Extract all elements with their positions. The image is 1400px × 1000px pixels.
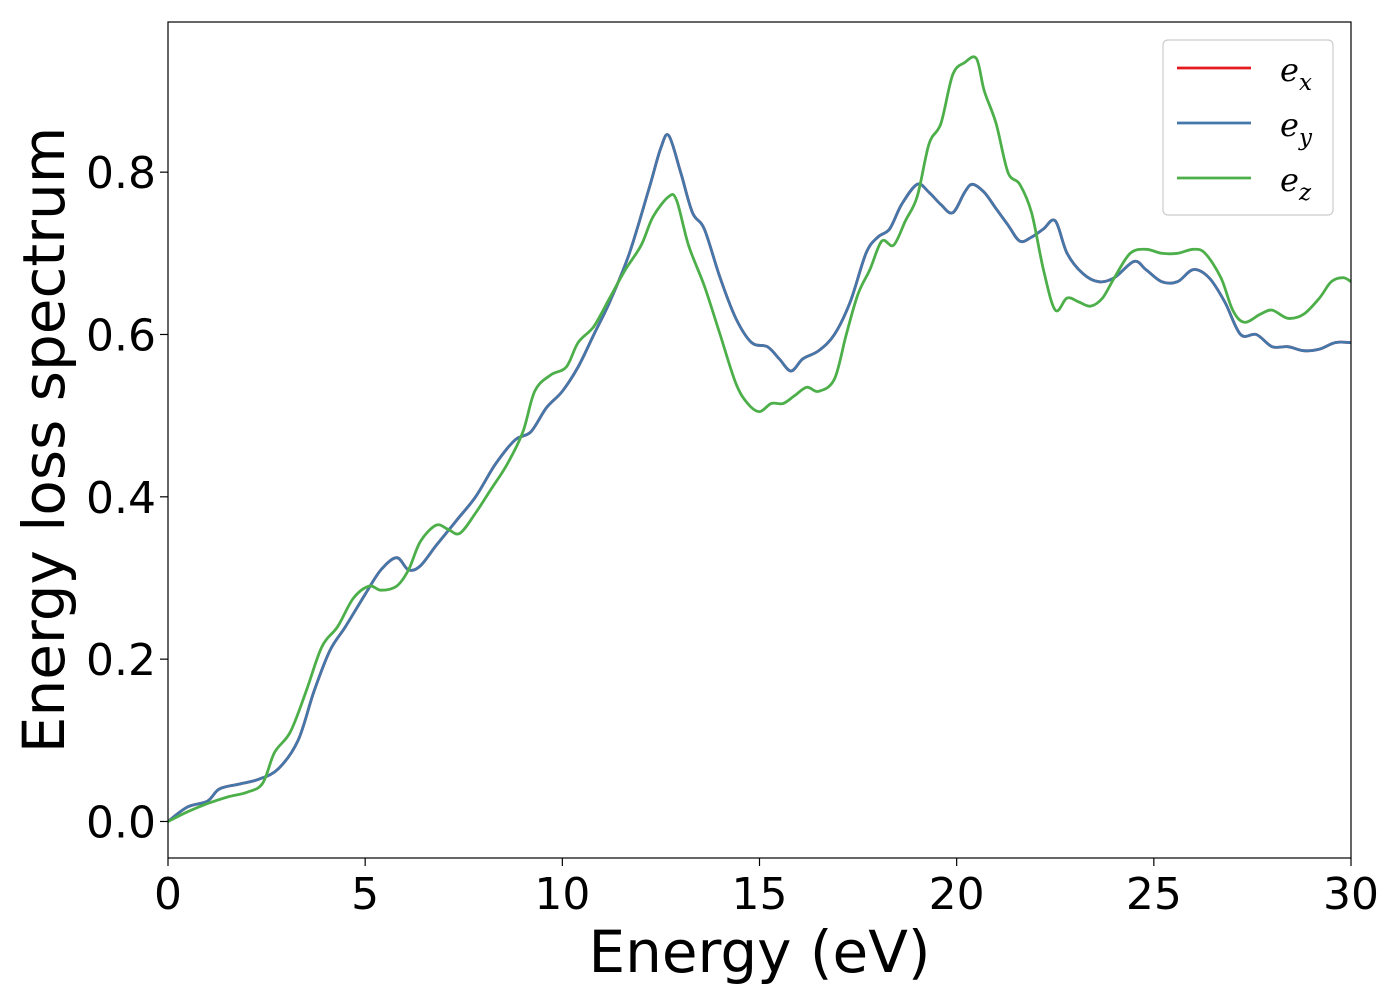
x-tick-label: 10 [534,869,590,920]
series-line-y [168,133,1351,823]
y-tick-label: 0.4 [86,473,156,524]
series-layer [168,55,1351,823]
y-tick-label: 0.2 [86,635,156,686]
series-line-z [168,55,1351,823]
legend-label-x: ex [1280,51,1312,96]
y-tick-label: 0.8 [86,148,156,199]
x-axis: 0 5 10 15 20 25 30 [154,858,1379,920]
legend-box [1162,39,1334,216]
x-tick-label: 20 [929,869,985,920]
x-tick-label: 5 [351,869,379,920]
y-axis-title: Energy loss spectrum [10,127,78,753]
legend: ex ey ez [1162,39,1334,216]
y-tick-label: 0.6 [86,310,156,361]
x-tick-label: 0 [154,869,182,920]
legend-label-y: ey [1280,106,1313,151]
x-tick-label: 15 [732,869,788,920]
y-axis: 0.0 0.2 0.4 0.6 0.8 [86,148,168,848]
legend-label-z: ez [1280,161,1312,206]
y-tick-label: 0.0 [86,797,156,848]
x-axis-title: Energy (eV) [588,918,930,986]
x-tick-label: 25 [1126,869,1182,920]
plot-area [168,22,1351,858]
x-tick-label: 30 [1323,869,1379,920]
